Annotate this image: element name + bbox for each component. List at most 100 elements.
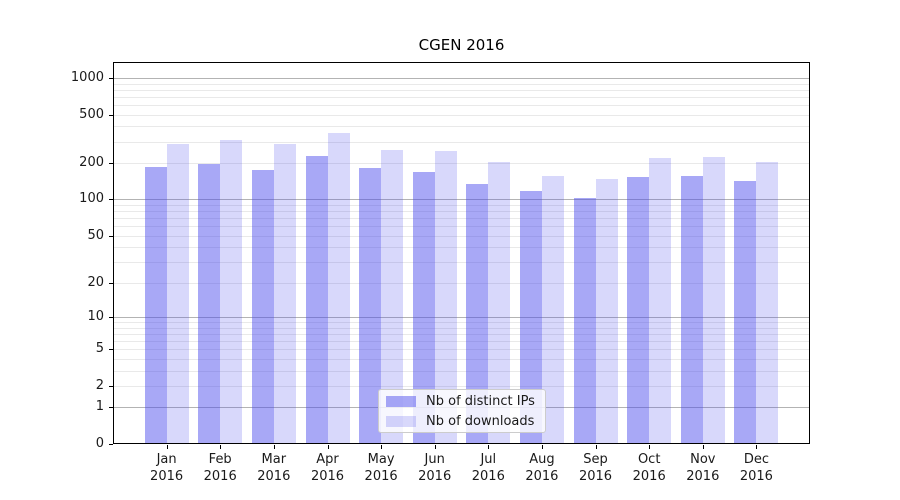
y-tick-label-1000: 1000: [70, 69, 104, 85]
x-tick-mark: [756, 445, 758, 449]
bar-downloads-nov: [702, 157, 725, 444]
x-tick-label-nov: Nov 2016: [686, 452, 720, 484]
legend-swatch-distinct-ips: [386, 395, 416, 407]
y-tick-label-50: 50: [87, 227, 104, 243]
gridline-minor: [113, 114, 810, 116]
gridline-minor: [113, 205, 810, 206]
x-tick-mark: [488, 445, 490, 449]
plot-area: [113, 62, 810, 444]
gridline-minor: [113, 89, 810, 91]
y-tick-mark: [109, 235, 113, 237]
x-tick-mark: [595, 445, 597, 449]
x-tick-label-dec: Dec 2016: [739, 452, 773, 484]
y-tick-mark: [109, 349, 113, 351]
x-tick-mark: [166, 445, 168, 449]
x-tick-mark: [541, 445, 543, 449]
y-tick-label-20: 20: [87, 274, 104, 290]
bar-downloads-oct: [649, 157, 672, 444]
x-tick-mark: [220, 445, 222, 449]
y-tick-mark: [109, 385, 113, 387]
bar-ips-dec: [734, 181, 757, 444]
gridline-minor: [113, 333, 810, 335]
bar-downloads-dec: [756, 162, 779, 444]
bar-ips-jan: [144, 167, 167, 444]
gridline-minor: [113, 104, 810, 106]
x-tick-label-jul: Jul 2016: [471, 452, 505, 484]
gridline-major-1000: [113, 77, 810, 79]
bar-downloads-jun: [434, 150, 457, 444]
bar-ips-mar: [251, 170, 274, 444]
x-tick-label-aug: Aug 2016: [525, 452, 559, 484]
x-tick-label-jan: Jan 2016: [150, 452, 184, 484]
bar-downloads-may: [381, 150, 404, 444]
bar-ips-may: [359, 168, 382, 444]
gridline-major-100: [113, 199, 810, 201]
bar-downloads-jul: [488, 162, 511, 444]
x-tick-label-jun: Jun 2016: [418, 452, 452, 484]
y-tick-label-5: 5: [95, 341, 104, 357]
bar-ips-sep: [573, 197, 596, 444]
gridline-minor: [113, 96, 810, 98]
gridline-minor: [113, 141, 810, 143]
y-tick-mark: [109, 163, 113, 164]
bar-downloads-sep: [595, 178, 618, 444]
bar-downloads-feb: [220, 139, 243, 444]
legend-label-distinct-ips: Nb of distinct IPs: [426, 393, 535, 409]
gridline-minor: [113, 358, 810, 360]
bar-ips-oct: [627, 176, 650, 444]
y-tick-label-100: 100: [79, 191, 104, 207]
legend-entry-distinct-ips: Nb of distinct IPs: [386, 393, 538, 410]
y-tick-mark: [109, 444, 113, 445]
gridline-minor: [113, 370, 810, 372]
x-tick-mark: [327, 445, 329, 449]
x-tick-mark: [702, 445, 704, 449]
y-tick-label-1: 1: [95, 399, 104, 415]
y-tick-label-2: 2: [95, 377, 104, 393]
gridline-minor: [113, 322, 810, 323]
y-tick-mark: [109, 316, 113, 318]
x-tick-label-sep: Sep 2016: [578, 452, 613, 484]
bar-downloads-aug: [541, 176, 564, 444]
gridline-minor: [113, 226, 810, 228]
bar-downloads-jan: [166, 144, 189, 444]
x-tick-label-mar: Mar 2016: [257, 452, 291, 484]
gridline-minor: [113, 211, 810, 213]
bar-downloads-mar: [273, 144, 296, 444]
x-tick-label-oct: Oct 2016: [632, 452, 666, 484]
x-tick-mark: [273, 445, 275, 449]
gridline-minor: [113, 247, 810, 249]
gridline-minor: [113, 349, 810, 351]
gridline-minor: [113, 327, 810, 329]
gridline-minor: [113, 340, 810, 342]
chart-title: CGEN 2016: [418, 36, 505, 54]
x-tick-label-feb: Feb 2016: [203, 452, 237, 484]
y-tick-label-0: 0: [95, 436, 104, 451]
y-tick-label-500: 500: [79, 106, 104, 122]
legend-swatch-downloads: [386, 415, 416, 427]
bar-ips-jun: [412, 172, 435, 444]
x-tick-label-may: May 2016: [364, 452, 398, 484]
legend: Nb of distinct IPs Nb of downloads: [378, 389, 546, 433]
y-tick-mark: [109, 114, 113, 116]
bar-ips-nov: [680, 176, 703, 444]
bar-ips-apr: [305, 155, 328, 444]
x-tick-mark: [434, 445, 436, 449]
legend-label-downloads: Nb of downloads: [426, 413, 535, 429]
bar-ips-feb: [198, 164, 221, 444]
gridline-minor: [113, 126, 810, 128]
y-tick-mark: [109, 77, 113, 79]
y-tick-mark: [109, 407, 113, 409]
gridline-minor: [113, 218, 810, 220]
y-tick-mark: [109, 199, 113, 201]
legend-entry-downloads: Nb of downloads: [386, 413, 538, 430]
gridline-minor: [113, 282, 810, 284]
x-tick-mark: [649, 445, 651, 449]
bar-downloads-apr: [327, 133, 350, 444]
y-tick-label-200: 200: [79, 155, 104, 170]
gridline-minor: [113, 163, 810, 164]
y-tick-label-10: 10: [87, 308, 104, 324]
gridline-minor: [113, 83, 810, 85]
x-tick-label-apr: Apr 2016: [310, 452, 345, 484]
bar-ips-aug: [519, 191, 542, 444]
